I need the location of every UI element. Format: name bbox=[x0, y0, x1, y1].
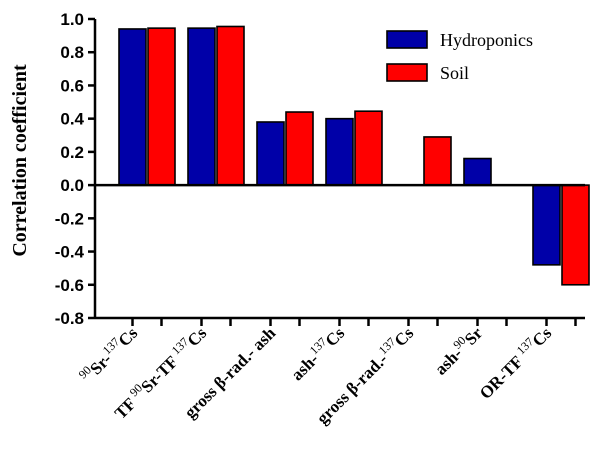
bar-soil-3 bbox=[354, 110, 383, 186]
bar-hydroponics-5 bbox=[463, 157, 492, 186]
bar-hydroponics-2 bbox=[256, 121, 285, 186]
bar-hydroponics-0 bbox=[118, 28, 147, 186]
bar-soil-0 bbox=[147, 27, 176, 186]
x-tick-label: ash-90Sr bbox=[429, 321, 487, 379]
y-tick-label: 0.4 bbox=[60, 110, 84, 129]
y-tick-label: 1.0 bbox=[60, 10, 84, 29]
y-tick-label: -0.2 bbox=[55, 209, 84, 228]
y-tick-label: -0.6 bbox=[55, 276, 84, 295]
y-tick-label: 0.6 bbox=[60, 76, 84, 95]
y-tick-label: -0.4 bbox=[55, 243, 85, 262]
bar-hydroponics-3 bbox=[325, 117, 354, 186]
bar-hydroponics-1 bbox=[187, 27, 216, 186]
legend-label-hydroponics: Hydroponics bbox=[440, 30, 533, 50]
bar-soil-6 bbox=[561, 184, 590, 286]
y-tick-label: 0.0 bbox=[60, 176, 84, 195]
y-axis-label: Correlation coefficient bbox=[9, 64, 31, 257]
y-tick-label: 0.8 bbox=[60, 43, 84, 62]
legend-label-soil: Soil bbox=[440, 63, 469, 83]
x-tick-label: 90Sr-137Cs bbox=[76, 321, 142, 387]
bar-soil-2 bbox=[285, 111, 314, 186]
y-tick-label: -0.8 bbox=[55, 309, 84, 328]
bar-soil-1 bbox=[216, 25, 245, 186]
legend-swatch-soil bbox=[386, 63, 428, 82]
x-tick-label: OR-TF 137Cs bbox=[474, 321, 556, 403]
x-tick-label: ash-137Cs bbox=[285, 321, 348, 384]
bar-soil-4 bbox=[423, 136, 452, 186]
legend-swatch-hydroponics bbox=[386, 30, 428, 49]
bar-hydroponics-6 bbox=[532, 184, 561, 266]
y-tick-label: 0.2 bbox=[60, 143, 84, 162]
